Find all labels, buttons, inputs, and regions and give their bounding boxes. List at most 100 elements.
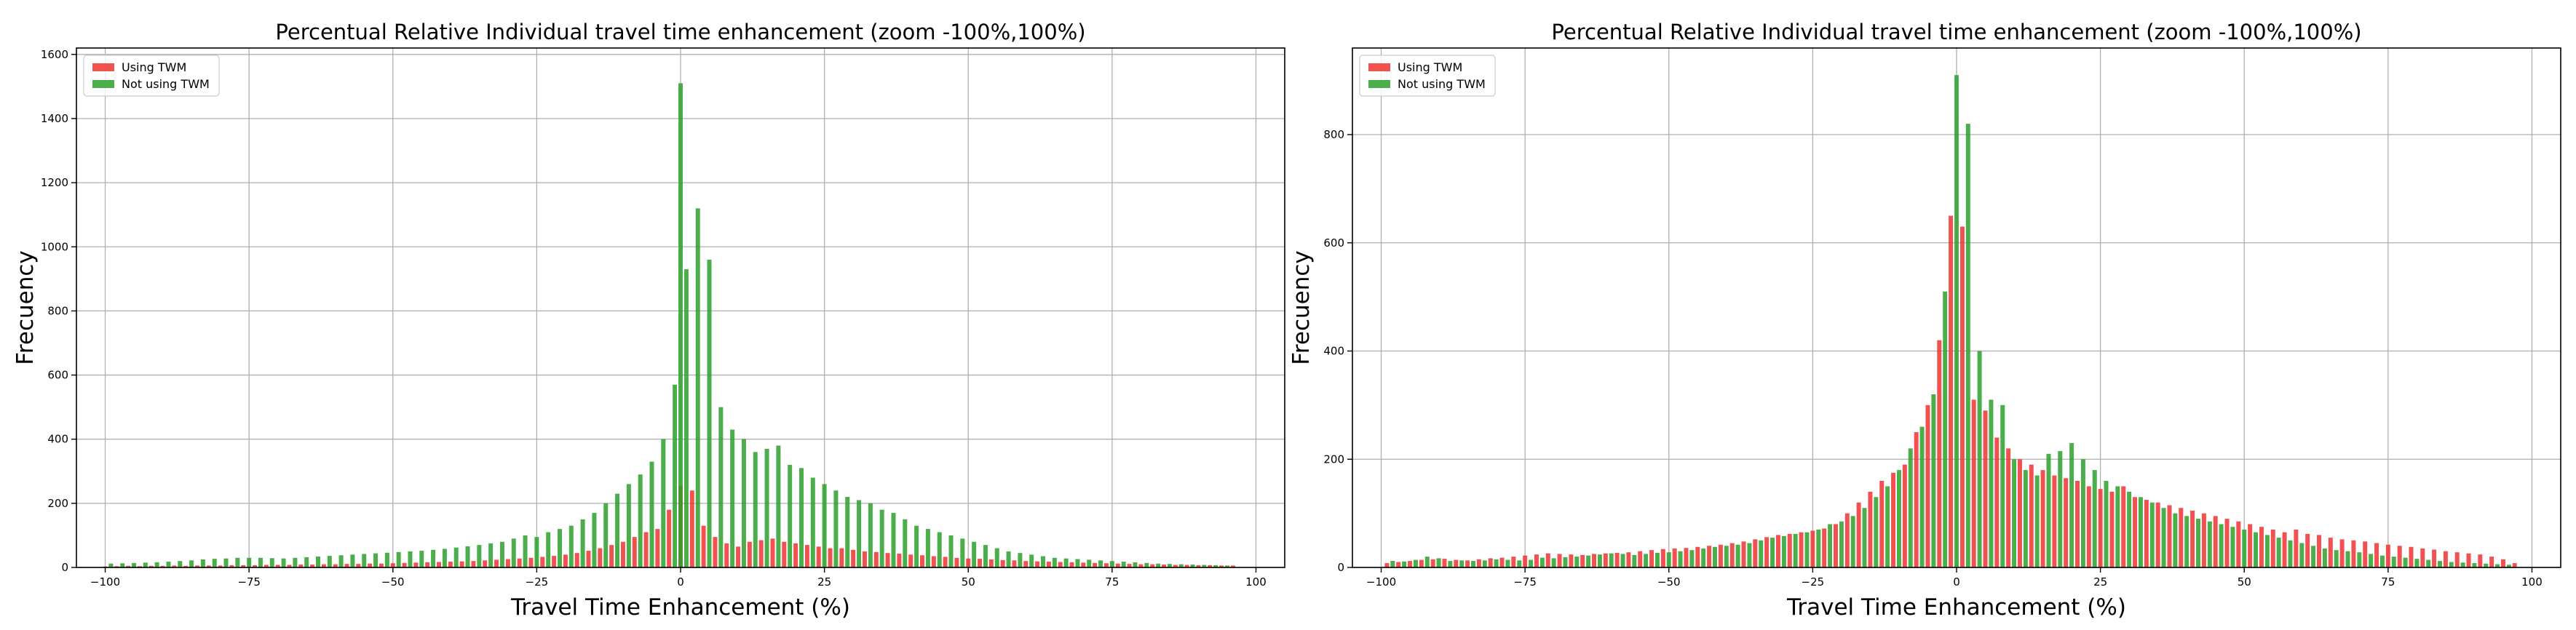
bar bbox=[788, 464, 793, 567]
bar bbox=[2264, 535, 2270, 568]
bar bbox=[1741, 541, 1746, 567]
bar bbox=[2115, 486, 2120, 567]
bar bbox=[253, 565, 258, 567]
bar bbox=[540, 557, 545, 567]
bar bbox=[1419, 559, 1424, 567]
y-tick-label: 0 bbox=[61, 561, 68, 574]
bar bbox=[1868, 491, 1873, 568]
x-tick-label: −25 bbox=[1802, 575, 1825, 589]
bar bbox=[908, 554, 914, 567]
x-tick-label: −25 bbox=[526, 575, 549, 589]
bar bbox=[2006, 448, 2011, 568]
bar bbox=[994, 548, 999, 567]
bar bbox=[1839, 521, 1844, 567]
bar bbox=[1844, 513, 1850, 568]
bar bbox=[931, 556, 936, 567]
bar bbox=[269, 558, 274, 567]
bar bbox=[2052, 475, 2057, 567]
bar bbox=[1213, 565, 1218, 567]
bar bbox=[1626, 552, 1631, 567]
bar bbox=[2230, 527, 2235, 567]
bar bbox=[2282, 532, 2287, 567]
legend-frame bbox=[83, 55, 220, 97]
bar bbox=[2086, 486, 2091, 567]
bar bbox=[494, 559, 499, 567]
bar bbox=[2144, 500, 2149, 567]
bar bbox=[1713, 546, 1717, 567]
bar bbox=[2403, 557, 2408, 567]
bar bbox=[2023, 470, 2028, 568]
legend: Using TWM Not using TWM bbox=[83, 55, 220, 97]
y-tick-label: 1200 bbox=[41, 176, 68, 189]
bar bbox=[1729, 543, 1735, 567]
bar bbox=[408, 551, 413, 567]
bar bbox=[1081, 562, 1086, 567]
bar bbox=[2276, 538, 2281, 567]
bar bbox=[782, 541, 787, 567]
bar bbox=[2317, 535, 2321, 568]
bar bbox=[1127, 564, 1132, 567]
bar bbox=[1093, 562, 1098, 567]
bar bbox=[954, 557, 959, 567]
bar bbox=[1931, 394, 1936, 567]
bar bbox=[1649, 550, 1654, 567]
bar bbox=[2149, 502, 2155, 567]
bar bbox=[1638, 551, 1643, 567]
legend-swatch bbox=[1368, 63, 1390, 71]
x-tick-label: −100 bbox=[1366, 575, 1396, 589]
bar bbox=[1816, 529, 1821, 567]
bar bbox=[108, 563, 114, 567]
bar bbox=[1678, 551, 1683, 567]
bar bbox=[390, 563, 395, 567]
bar bbox=[2270, 529, 2275, 567]
bar bbox=[2224, 519, 2230, 567]
bar bbox=[2409, 546, 2414, 567]
bar bbox=[655, 529, 660, 567]
bar bbox=[1569, 554, 1574, 567]
bar bbox=[2029, 464, 2034, 567]
bar bbox=[988, 559, 994, 567]
bar bbox=[1609, 553, 1614, 567]
bar bbox=[1517, 560, 1522, 567]
bar bbox=[2506, 565, 2511, 567]
legend-label: Not using TWM bbox=[122, 77, 210, 91]
x-tick-label: −75 bbox=[1513, 575, 1537, 589]
bar bbox=[552, 556, 557, 567]
bar bbox=[350, 554, 355, 567]
bar bbox=[1874, 497, 1879, 567]
bar bbox=[437, 562, 441, 567]
bar bbox=[1063, 558, 1069, 567]
bar bbox=[1424, 557, 1430, 568]
bar bbox=[724, 543, 729, 567]
y-axis-label: Frecuency bbox=[1288, 250, 1315, 365]
bar bbox=[1781, 535, 1786, 567]
bar bbox=[1138, 564, 1144, 567]
bar bbox=[978, 559, 983, 567]
bar bbox=[459, 561, 464, 567]
chart-title: Percentual Relative Individual travel ti… bbox=[275, 20, 1085, 44]
legend-swatch bbox=[92, 63, 114, 71]
bar bbox=[1943, 291, 1948, 567]
bar bbox=[1029, 554, 1034, 567]
y-tick-label: 200 bbox=[1323, 452, 1344, 466]
bar bbox=[1109, 561, 1114, 567]
bar bbox=[263, 565, 269, 567]
bar bbox=[678, 83, 683, 568]
bar bbox=[1529, 559, 1534, 567]
bar bbox=[1018, 553, 1023, 567]
bar bbox=[293, 557, 298, 567]
bar bbox=[2351, 540, 2356, 567]
bar bbox=[1563, 557, 1568, 567]
chart-title: Percentual Relative Individual travel ti… bbox=[1551, 20, 2361, 44]
bar bbox=[2299, 543, 2304, 567]
bar bbox=[1666, 552, 1671, 567]
bar bbox=[321, 564, 326, 567]
bar bbox=[1448, 561, 1453, 567]
bar bbox=[2495, 564, 2500, 567]
bar bbox=[920, 555, 924, 567]
bar bbox=[1689, 550, 1695, 567]
bar bbox=[1701, 548, 1706, 567]
x-axis-label: Travel Time Enhancement (%) bbox=[1786, 594, 2126, 621]
bar bbox=[2248, 524, 2253, 567]
